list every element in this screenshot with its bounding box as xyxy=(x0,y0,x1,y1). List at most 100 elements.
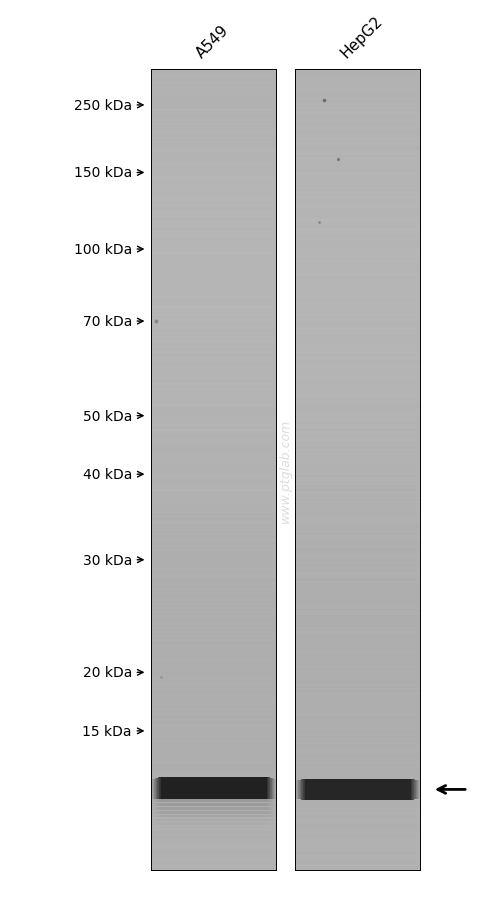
Bar xyxy=(266,826,267,829)
Bar xyxy=(151,613,276,616)
Bar xyxy=(165,777,166,803)
Bar xyxy=(191,819,192,822)
Bar xyxy=(215,811,216,814)
Bar xyxy=(239,819,240,822)
Bar xyxy=(231,826,232,829)
Bar xyxy=(248,777,249,803)
Bar xyxy=(209,799,210,802)
Bar xyxy=(295,335,420,336)
Bar xyxy=(181,815,182,817)
Bar xyxy=(151,656,276,658)
Bar xyxy=(269,819,270,822)
Bar xyxy=(151,207,276,208)
Bar xyxy=(234,826,235,829)
Bar xyxy=(322,778,323,800)
Bar xyxy=(224,819,225,822)
Bar xyxy=(151,313,276,315)
Bar xyxy=(236,807,237,810)
Bar xyxy=(151,453,276,456)
Bar xyxy=(160,807,161,810)
Bar xyxy=(264,777,265,803)
Bar xyxy=(295,652,420,654)
Bar xyxy=(218,807,219,810)
Bar xyxy=(295,694,420,696)
Bar xyxy=(319,778,320,800)
Bar xyxy=(208,811,209,814)
Bar xyxy=(202,807,203,810)
Bar xyxy=(151,659,276,662)
Bar xyxy=(234,815,235,817)
Bar xyxy=(181,823,182,825)
Bar xyxy=(151,722,276,724)
Bar xyxy=(151,305,276,307)
Bar xyxy=(191,777,192,803)
Bar xyxy=(259,823,260,825)
Bar xyxy=(273,799,274,802)
Bar xyxy=(206,777,207,803)
Bar xyxy=(295,849,420,851)
Bar xyxy=(243,807,244,810)
Bar xyxy=(225,819,226,822)
Bar xyxy=(151,210,276,212)
Bar xyxy=(226,777,227,803)
Bar xyxy=(158,819,159,822)
Bar xyxy=(225,811,226,814)
Bar xyxy=(295,529,420,531)
Bar xyxy=(151,481,276,483)
Bar xyxy=(295,569,420,572)
Bar xyxy=(156,799,157,802)
Bar xyxy=(151,423,276,425)
Bar xyxy=(221,815,222,817)
Bar xyxy=(295,132,420,134)
Bar xyxy=(226,807,227,810)
Bar xyxy=(241,799,242,802)
Bar xyxy=(179,799,180,802)
Bar xyxy=(178,819,179,822)
Bar xyxy=(347,778,348,800)
Bar xyxy=(264,807,265,810)
Bar xyxy=(151,708,276,710)
Bar xyxy=(228,777,229,803)
Bar xyxy=(395,778,396,800)
Bar xyxy=(211,823,212,825)
Bar xyxy=(151,716,276,718)
Bar xyxy=(334,778,335,800)
Bar xyxy=(151,403,276,405)
Bar xyxy=(151,122,276,124)
Bar xyxy=(151,483,276,485)
Bar xyxy=(200,807,201,810)
Bar xyxy=(154,807,155,810)
Bar xyxy=(194,823,195,825)
Bar xyxy=(151,487,276,489)
Bar xyxy=(152,779,153,800)
Bar xyxy=(305,778,306,800)
Bar xyxy=(151,539,276,541)
Bar xyxy=(151,631,276,634)
Bar xyxy=(151,317,276,318)
Bar xyxy=(207,807,208,810)
Bar xyxy=(295,266,420,269)
Bar xyxy=(261,823,262,825)
Bar xyxy=(244,826,245,829)
Bar xyxy=(151,815,276,816)
Bar xyxy=(258,826,259,829)
Bar xyxy=(249,811,250,814)
Bar xyxy=(151,718,276,720)
Bar xyxy=(238,804,239,806)
Bar xyxy=(295,831,420,833)
Bar xyxy=(159,811,160,814)
Bar xyxy=(151,525,276,528)
Bar xyxy=(210,811,211,814)
Bar xyxy=(295,282,420,284)
Bar xyxy=(295,594,420,595)
Bar xyxy=(215,826,216,829)
Bar xyxy=(204,815,205,817)
Bar xyxy=(329,778,330,800)
Bar xyxy=(230,826,231,829)
Bar xyxy=(251,823,252,825)
Bar xyxy=(151,706,276,708)
Bar xyxy=(295,810,420,813)
Bar xyxy=(295,800,420,802)
Bar xyxy=(190,815,191,817)
Bar xyxy=(174,804,175,806)
